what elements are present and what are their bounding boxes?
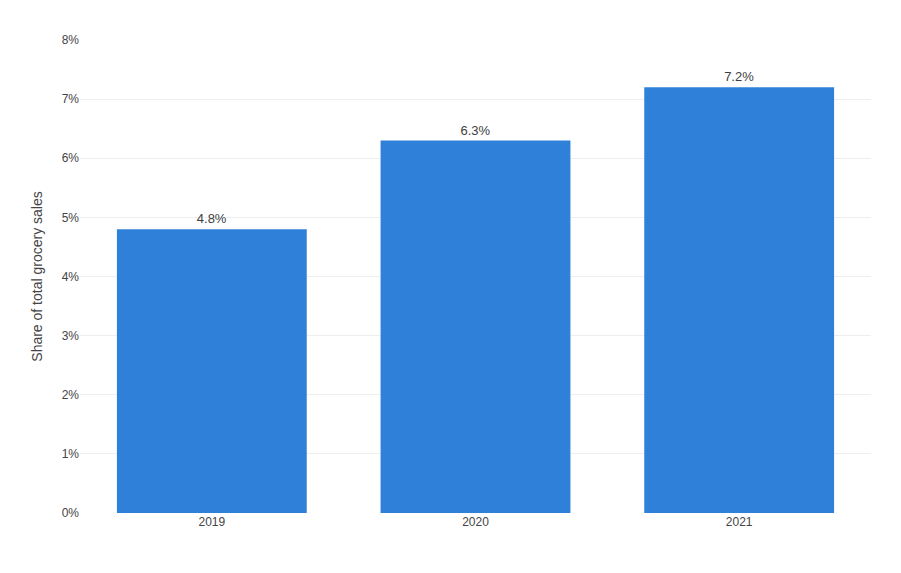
svg-text:8%: 8% [62, 33, 80, 47]
svg-text:2021: 2021 [726, 515, 753, 529]
svg-text:6.3%: 6.3% [460, 123, 490, 138]
svg-text:6%: 6% [62, 151, 80, 165]
svg-text:7.2%: 7.2% [724, 69, 754, 84]
svg-text:4.8%: 4.8% [197, 211, 227, 226]
svg-text:5%: 5% [62, 211, 80, 225]
svg-text:2020: 2020 [462, 515, 489, 529]
svg-text:4%: 4% [62, 270, 80, 284]
svg-text:2%: 2% [62, 388, 80, 402]
svg-text:2019: 2019 [198, 515, 225, 529]
svg-text:0%: 0% [62, 506, 80, 520]
svg-text:7%: 7% [62, 92, 80, 106]
svg-text:Share of total grocery sales: Share of total grocery sales [29, 191, 45, 361]
svg-text:1%: 1% [62, 447, 80, 461]
svg-text:3%: 3% [62, 329, 80, 343]
